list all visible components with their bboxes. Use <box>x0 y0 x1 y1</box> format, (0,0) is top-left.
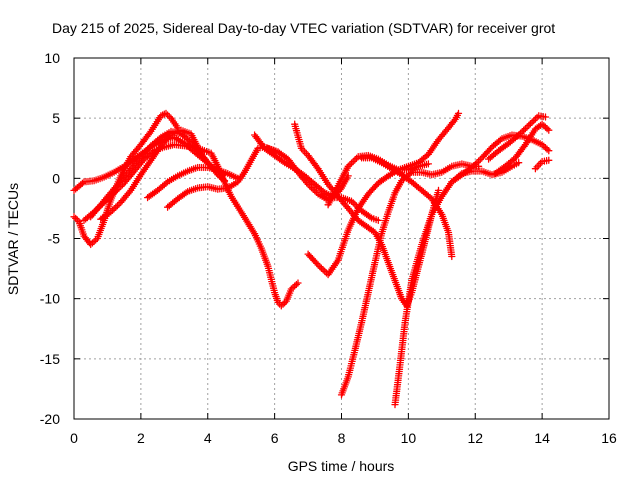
series-track-14 <box>337 160 483 399</box>
y-tick-label: -5 <box>48 231 61 247</box>
axis-ticks <box>73 57 610 420</box>
chart-title: Day 215 of 2025, Sidereal Day-to-day VTE… <box>52 20 555 36</box>
y-tick-label: -10 <box>40 291 60 307</box>
x-tick-label: 0 <box>70 430 78 446</box>
series-markers <box>448 131 553 186</box>
series-track-8 <box>250 131 382 225</box>
x-tick-label: 4 <box>204 430 212 446</box>
series-markers <box>264 144 352 204</box>
y-tick-label: 0 <box>52 170 60 186</box>
series-markers <box>80 140 302 310</box>
x-tick-label: 10 <box>401 430 417 446</box>
y-tick-label: 5 <box>52 110 60 126</box>
series-track-19 <box>531 156 553 173</box>
series-group <box>70 109 553 409</box>
x-tick-label: 14 <box>534 430 550 446</box>
series-track-17 <box>484 112 550 163</box>
series-track-15 <box>391 159 523 409</box>
grid <box>74 58 609 419</box>
x-tick-label: 16 <box>601 430 617 446</box>
series-markers <box>250 131 382 225</box>
series-markers <box>143 163 242 202</box>
series-track-10 <box>264 144 352 204</box>
series-track-16 <box>448 131 553 186</box>
x-tick-labels: 0 2 4 6 8 10 12 14 16 <box>70 430 617 446</box>
series-markers <box>337 160 483 399</box>
y-tick-label: 10 <box>44 50 60 66</box>
x-tick-label: 12 <box>467 430 483 446</box>
y-tick-labels: -20 -15 -10 -5 0 5 10 <box>40 50 60 427</box>
series-markers <box>491 120 553 178</box>
y-tick-label: -15 <box>40 351 60 367</box>
series-track-6 <box>143 163 242 202</box>
series-markers <box>484 112 550 163</box>
y-axis-label: SDTVAR / TECUs <box>5 183 21 295</box>
series-track-5 <box>80 140 302 310</box>
x-tick-label: 2 <box>137 430 145 446</box>
x-tick-label: 6 <box>271 430 279 446</box>
series-markers <box>531 156 553 173</box>
y-tick-label: -20 <box>40 411 60 427</box>
series-markers <box>391 159 523 409</box>
x-axis-label: GPS time / hours <box>288 458 395 474</box>
series-track-18 <box>491 120 553 178</box>
x-tick-label: 8 <box>338 430 346 446</box>
